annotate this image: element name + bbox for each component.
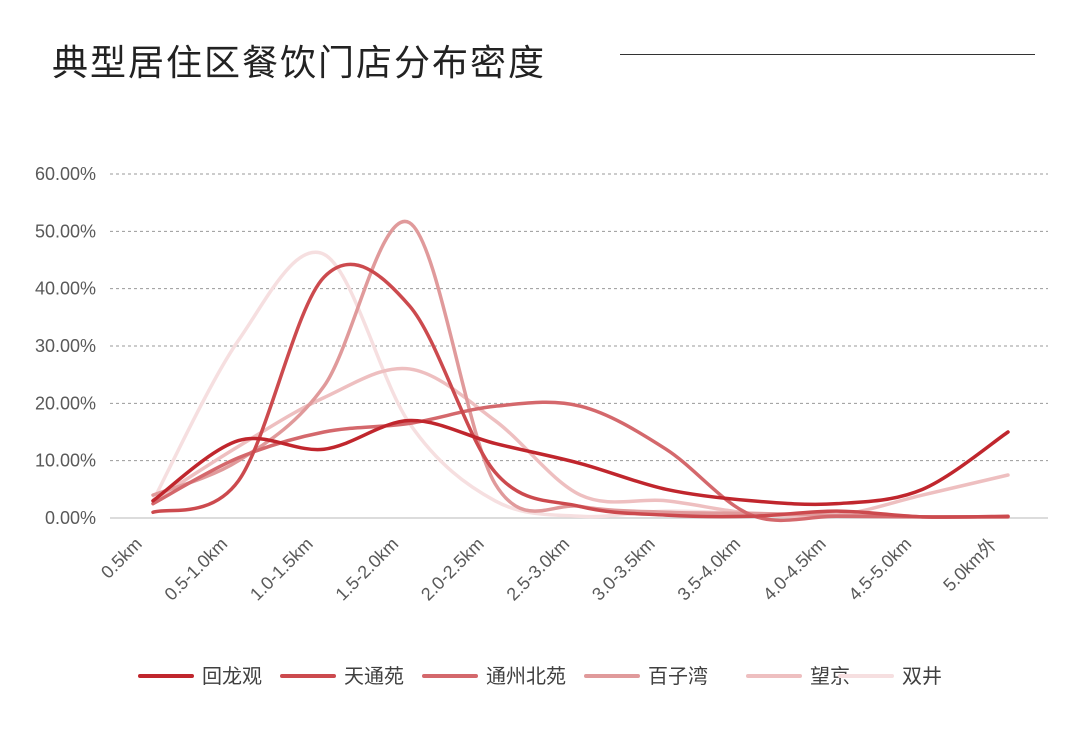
series-line-4 <box>151 219 1010 519</box>
y-axis-ticks: 0.00% 10.00% 20.00% 30.00% 40.00% 50.00% 60.00… <box>35 164 96 528</box>
x-tick-label: 4.0-4.5km <box>759 534 830 605</box>
x-tick-label: 0.5km <box>97 534 146 583</box>
y-tick-label: 50.00% <box>35 221 96 241</box>
y-tick-label: 60.00% <box>35 164 96 184</box>
legend: 回龙观 天通苑 通州北苑 百子湾 望京 双井 <box>138 664 942 688</box>
legend-label: 百子湾 <box>648 664 708 688</box>
y-tick-label: 30.00% <box>35 336 96 356</box>
x-axis-ticks: 0.5km 0.5-1.0km 1.0-1.5km 1.5-2.0km 2.0-2.5k… <box>97 534 1001 605</box>
series-line-6 <box>151 250 1010 519</box>
x-tick-label: 3.5-4.0km <box>674 534 745 605</box>
y-tick-label: 10.00% <box>35 451 96 471</box>
legend-label: 回龙观 <box>202 664 262 688</box>
x-tick-label: 0.5-1.0km <box>161 534 232 605</box>
y-tick-label: 20.00% <box>35 393 96 413</box>
x-tick-label: 2.5-3.0km <box>503 534 574 605</box>
legend-label: 通州北苑 <box>486 664 566 688</box>
series-line-3 <box>151 400 1010 523</box>
series-line-1 <box>151 418 1010 507</box>
x-tick-label: 2.0-2.5km <box>417 534 488 605</box>
x-tick-label: 5.0km外 <box>939 534 1001 596</box>
x-tick-label: 1.5-2.0km <box>332 534 403 605</box>
y-tick-label: 40.00% <box>35 279 96 299</box>
title-divider-line <box>620 54 1035 55</box>
y-tick-label: 0.00% <box>45 508 96 528</box>
series-line-2 <box>151 262 1010 519</box>
chart-title: 典型居住区餐饮门店分布密度 <box>52 43 547 84</box>
x-tick-label: 1.0-1.5km <box>246 534 317 605</box>
legend-label: 双井 <box>902 664 942 688</box>
series-lines <box>151 219 1010 523</box>
legend-label: 天通苑 <box>344 664 404 688</box>
x-tick-label: 4.5-5.0km <box>845 534 916 605</box>
x-tick-label: 3.0-3.5km <box>588 534 659 605</box>
grid-lines <box>110 173 1048 519</box>
